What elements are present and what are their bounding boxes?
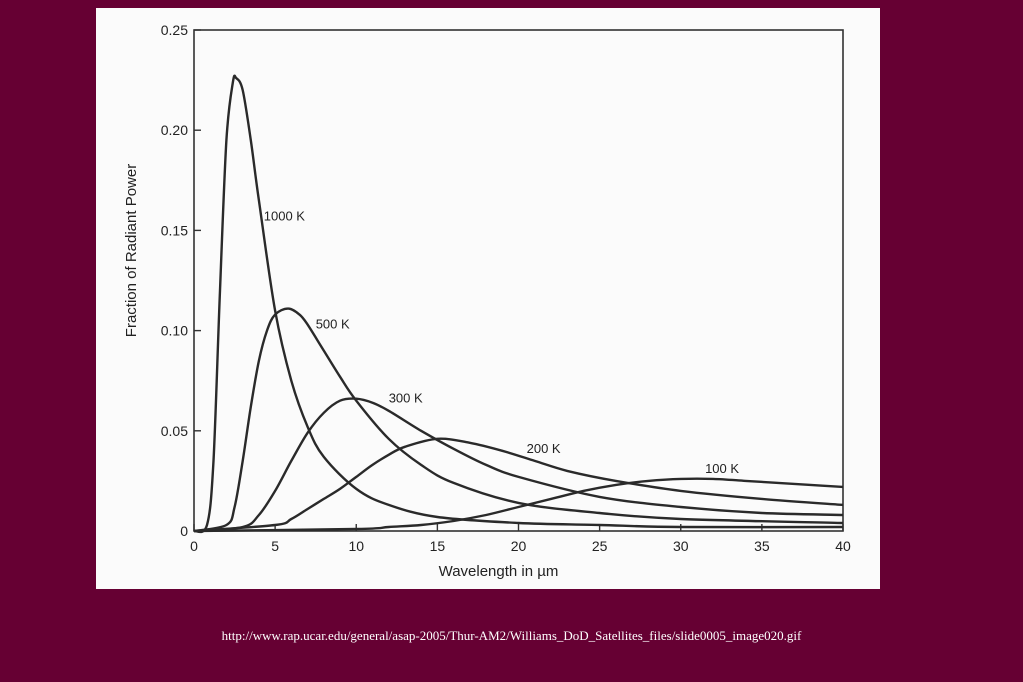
curve-200k <box>193 437 844 533</box>
curve-label-300k: 300 K <box>389 391 423 406</box>
curve-100k <box>193 477 844 533</box>
curve-label-500k: 500 K <box>316 317 350 332</box>
x-axis-title: Wavelength in µm <box>439 563 559 580</box>
x-tick-label: 20 <box>511 538 527 554</box>
y-tick-label: 0.10 <box>161 323 188 339</box>
blackbody-chart: 0 5 10 15 20 25 30 35 40 0 0.05 0.10 0.15 0.20 0.25 Wav… <box>123 22 851 580</box>
y-tick-label: 0 <box>180 523 188 539</box>
y-axis-title: Fraction of Radiant Power <box>123 164 140 337</box>
x-tick-label: 0 <box>190 538 198 554</box>
curve-label-100k: 100 K <box>705 461 739 476</box>
x-tick-label: 10 <box>348 538 364 554</box>
y-tick-label: 0.25 <box>161 22 188 38</box>
y-tick-label: 0.15 <box>161 222 188 238</box>
figure-panel: 0 5 10 15 20 25 30 35 40 0 0.05 0.10 0.15 0.20 0.25 Wav… <box>96 8 880 589</box>
curve-500k <box>193 307 844 533</box>
curve-label-1000k: 1000 K <box>264 208 306 223</box>
y-tick-label: 0.05 <box>161 423 188 439</box>
curve-1000k <box>193 74 844 534</box>
source-url-caption: http://www.rap.ucar.edu/general/asap-200… <box>221 628 802 643</box>
x-tick-label: 5 <box>271 538 279 554</box>
curve-300k <box>193 397 844 533</box>
x-tick-label: 25 <box>592 538 608 554</box>
x-tick-label: 35 <box>754 538 770 554</box>
y-tick-label: 0.20 <box>161 122 188 138</box>
x-tick-label: 30 <box>673 538 689 554</box>
x-tick-label: 40 <box>835 538 851 554</box>
x-tick-label: 15 <box>430 538 446 554</box>
curve-label-200k: 200 K <box>527 441 561 456</box>
